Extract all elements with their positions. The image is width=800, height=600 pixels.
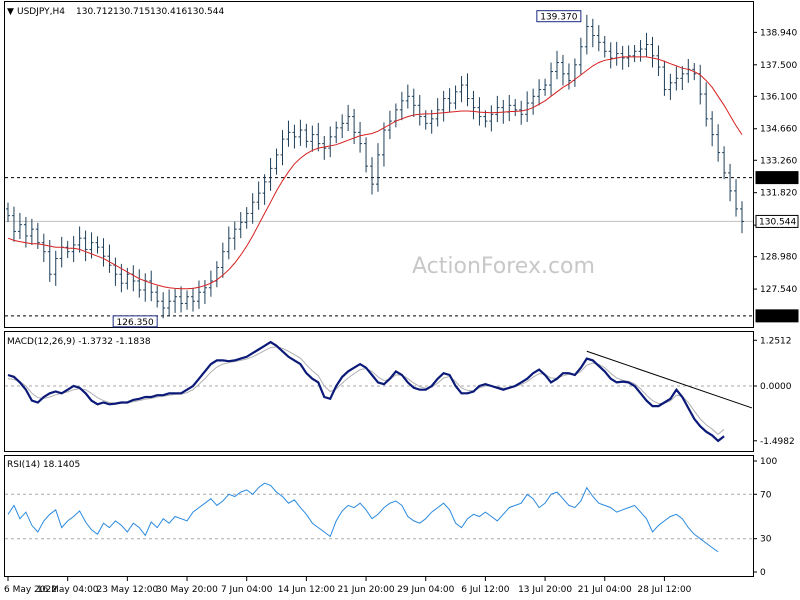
price-line-tag-0: 132.490 — [759, 174, 796, 184]
price-ytick-label: 133.260 — [760, 156, 797, 166]
macd-ytick-label: -1.4982 — [760, 437, 795, 447]
price-ytick-label: 136.100 — [760, 92, 797, 102]
moving-average-line — [7, 56, 743, 290]
x-tick-label: 30 May 20:00 — [156, 585, 218, 595]
x-tick-label: 13 Jul 20:00 — [518, 585, 572, 595]
price-line-tag-2: 130.544 — [759, 217, 796, 227]
macd-ytick-label: 0.0000 — [760, 382, 792, 392]
close-value: 130.544 — [187, 7, 224, 17]
price-layer: 139.370 126.350 — [5, 10, 753, 328]
rsi-ytick-label: 100 — [760, 457, 777, 467]
price-ytick-label: 131.820 — [760, 189, 797, 199]
annotation-high: 139.370 — [540, 13, 577, 23]
x-tick-label: 28 Jul 12:00 — [637, 585, 691, 595]
rsi-label: RSI(14) 18.1405 — [7, 460, 80, 470]
x-tick-label: 29 Jun 04:00 — [397, 585, 454, 595]
price-line-tag-box-2 — [755, 214, 799, 228]
annotation-box-high — [536, 10, 582, 23]
x-tick-label: 21 Jul 04:00 — [578, 585, 632, 595]
watermark: ActionForex.com — [412, 254, 595, 279]
rsi-layer — [5, 482, 753, 553]
symbol-dropdown-icon[interactable]: ▼ — [7, 7, 14, 17]
price-ytick-label: 128.980 — [760, 253, 797, 263]
price-ytick-label: 134.660 — [760, 125, 797, 135]
price-line-tag-box-0 — [755, 171, 799, 185]
x-tick-label: 6 Jul 12:00 — [461, 585, 510, 595]
x-tick-label: 23 May 12:00 — [96, 585, 158, 595]
low-value: 130.416 — [150, 7, 187, 17]
rsi-ytick-label: 0 — [760, 568, 766, 578]
macd-line — [7, 340, 725, 443]
macd-label: MACD(12,26,9) -1.3732 -1.1838 — [7, 337, 151, 347]
rsi-ytick-label: 70 — [760, 490, 772, 500]
open-value: 130.712 — [76, 7, 113, 17]
rsi-panel — [4, 455, 754, 577]
macd-panel — [4, 331, 754, 452]
price-ytick-label: 137.500 — [760, 61, 797, 71]
price-ytick-label: 138.940 — [760, 28, 797, 38]
symbol-label[interactable]: USDJPY,H4 — [17, 7, 65, 17]
annotation-box-low — [112, 315, 158, 328]
x-tick-label: 14 Jun 12:00 — [278, 585, 335, 595]
annotation-low: 126.350 — [117, 318, 154, 328]
price-line-tag-box-1 — [755, 309, 799, 323]
rsi-line — [7, 482, 719, 553]
x-tick-label: 16 May 04:00 — [37, 585, 99, 595]
high-value: 130.715 — [113, 7, 150, 17]
axis-layer: 127.540128.980130.380131.820133.260134.6… — [4, 28, 799, 595]
macd-trendline — [586, 350, 753, 409]
rsi-ytick-label: 30 — [760, 535, 772, 545]
macd-ytick-label: 1.2512 — [760, 336, 792, 346]
x-tick-label: 21 Jun 20:00 — [337, 585, 394, 595]
macd-layer — [5, 340, 753, 443]
x-tick-label: 6 May 2022 — [4, 585, 57, 595]
x-tick-label: 7 Jun 04:00 — [221, 585, 273, 595]
price-ytick-label: 127.540 — [760, 285, 797, 295]
price-line-tag-1: 126.350 — [759, 312, 796, 322]
price-panel — [4, 1, 754, 328]
